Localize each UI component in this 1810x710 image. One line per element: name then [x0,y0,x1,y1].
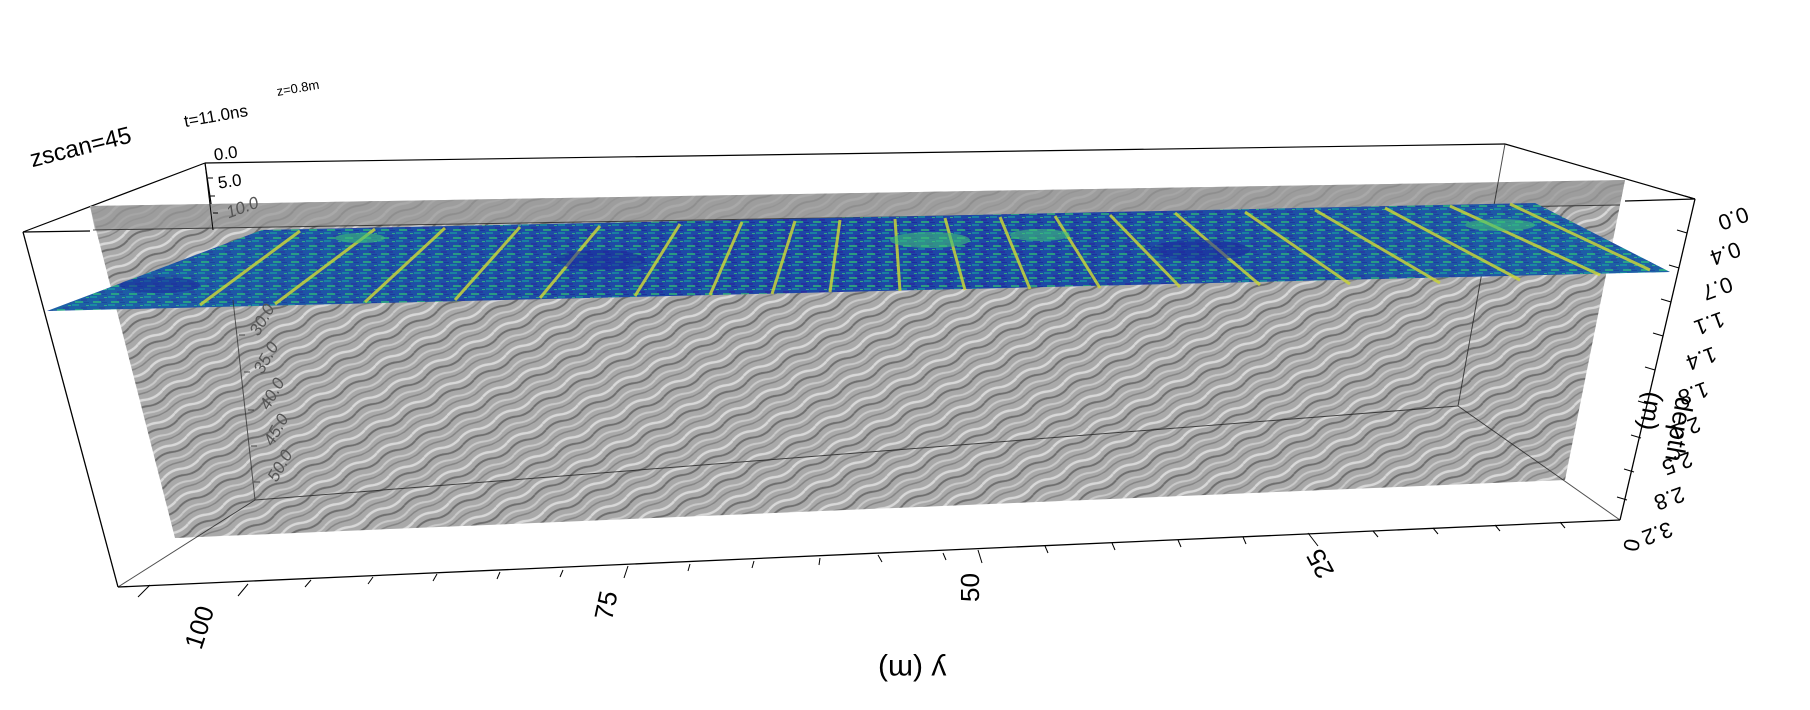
time-tick-label: 0.0 [212,142,239,165]
time-tick-label: 5.0 [216,170,243,193]
y-axis-title: y (m) [878,653,947,686]
depth-slice [47,202,1670,311]
y-tick-label: 75 [588,588,624,623]
depth-axis-ticks [1616,195,1696,501]
bounding-box-front [22,198,1696,588]
y-tick-label: 50 [954,573,985,602]
time-axis [204,162,218,231]
y-axis-ticks [137,521,1566,598]
